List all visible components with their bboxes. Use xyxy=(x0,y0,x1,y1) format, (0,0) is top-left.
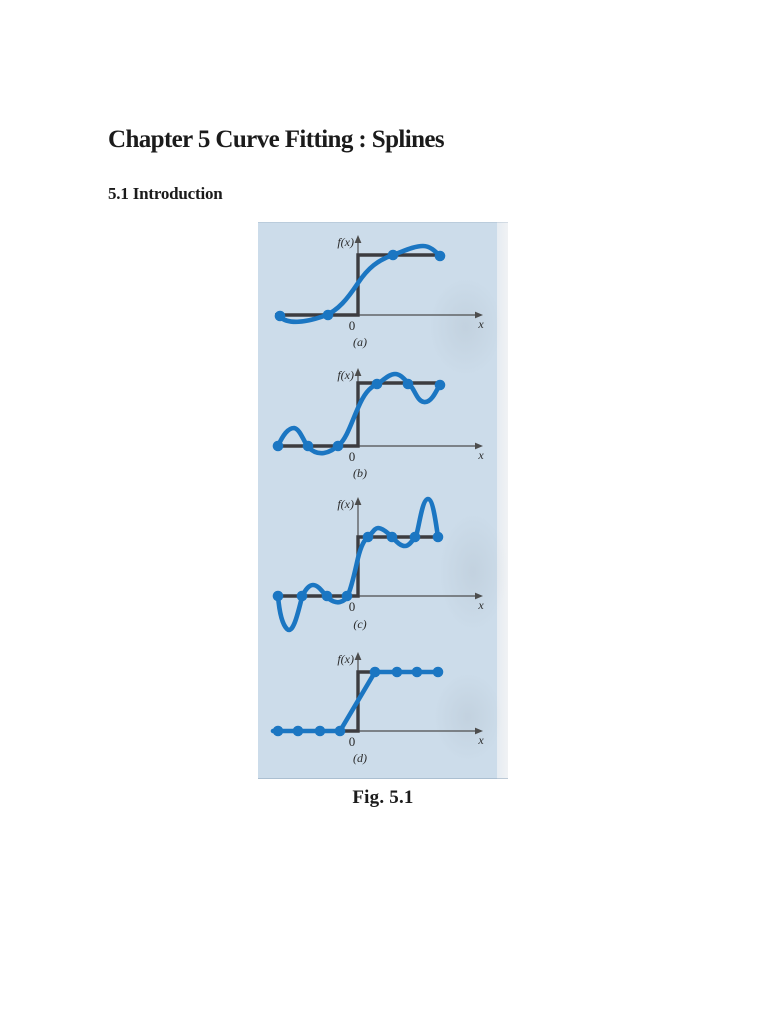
data-point xyxy=(402,378,414,390)
data-point xyxy=(272,590,284,602)
data-point xyxy=(322,309,334,321)
subplot-label: (d) xyxy=(353,751,367,765)
x-axis-arrow-icon xyxy=(475,442,483,450)
subplot-(a): f(x) 0 x (a) xyxy=(274,235,484,349)
x-axis-label: x xyxy=(477,598,484,612)
subplot-(c): f(x) 0 x (c) xyxy=(272,496,484,633)
data-point xyxy=(272,440,284,452)
data-point xyxy=(432,531,444,543)
y-axis-label: f(x) xyxy=(337,497,354,511)
data-point xyxy=(341,590,353,602)
data-point xyxy=(292,725,304,737)
data-point xyxy=(274,310,286,322)
data-point xyxy=(434,250,446,262)
data-point xyxy=(334,725,346,737)
subplot-label: (a) xyxy=(353,335,367,349)
figure-caption: Fig. 5.1 xyxy=(352,787,414,808)
data-point xyxy=(321,590,333,602)
data-point xyxy=(296,590,308,602)
data-point xyxy=(434,379,446,391)
spline-curve xyxy=(270,669,442,734)
data-point xyxy=(411,666,423,678)
origin-label: 0 xyxy=(349,449,356,464)
y-axis-label: f(x) xyxy=(337,368,354,382)
data-point xyxy=(371,378,383,390)
subplot-(d): f(x) 0 x (d) xyxy=(270,652,484,765)
subplot-label: (c) xyxy=(353,617,366,631)
x-axis-arrow-icon xyxy=(475,592,483,600)
data-point xyxy=(332,440,344,452)
spline-curve xyxy=(275,371,443,456)
y-axis-label: f(x) xyxy=(337,652,354,666)
data-point xyxy=(432,666,444,678)
y-axis-arrow-icon xyxy=(354,497,362,505)
y-axis-arrow-icon xyxy=(354,368,362,376)
x-axis-label: x xyxy=(477,733,484,747)
data-point xyxy=(391,666,403,678)
data-point xyxy=(362,531,374,543)
x-axis-label: x xyxy=(477,317,484,331)
data-point xyxy=(314,725,326,737)
page-title: Chapter 5 Curve Fitting : Splines xyxy=(108,126,445,153)
x-axis-arrow-icon xyxy=(475,311,483,319)
origin-label: 0 xyxy=(349,318,356,333)
section-heading: 5.1 Introduction xyxy=(108,184,223,203)
spline-curve xyxy=(277,243,443,325)
data-point xyxy=(302,440,314,452)
y-axis-arrow-icon xyxy=(354,235,362,243)
subplot-label: (b) xyxy=(353,466,367,480)
y-axis-arrow-icon xyxy=(354,652,362,660)
scan-bleedthrough-smudge xyxy=(433,672,503,762)
origin-label: 0 xyxy=(349,734,356,749)
data-point xyxy=(386,531,398,543)
origin-label: 0 xyxy=(349,599,356,614)
x-axis-label: x xyxy=(477,448,484,462)
data-point xyxy=(272,725,284,737)
scan-bleedthrough-smudge xyxy=(428,277,503,377)
step-function-line xyxy=(275,381,440,448)
y-axis-label: f(x) xyxy=(337,235,354,249)
x-axis-arrow-icon xyxy=(475,727,483,735)
data-point xyxy=(409,531,421,543)
data-point xyxy=(369,666,381,678)
subplot-(b): f(x) 0 x (b) xyxy=(272,368,484,480)
figure-panel: f(x) 0 x (a) f(x) 0 x (b) f(x) 0 x (c) f(x) 0 x (d) xyxy=(258,222,508,779)
data-point xyxy=(387,249,399,261)
figure-canvas: f(x) 0 x (a) f(x) 0 x (b) f(x) 0 x (c) f(x) 0 x (d) xyxy=(270,235,484,765)
scan-bleedthrough-smudge xyxy=(438,512,508,632)
